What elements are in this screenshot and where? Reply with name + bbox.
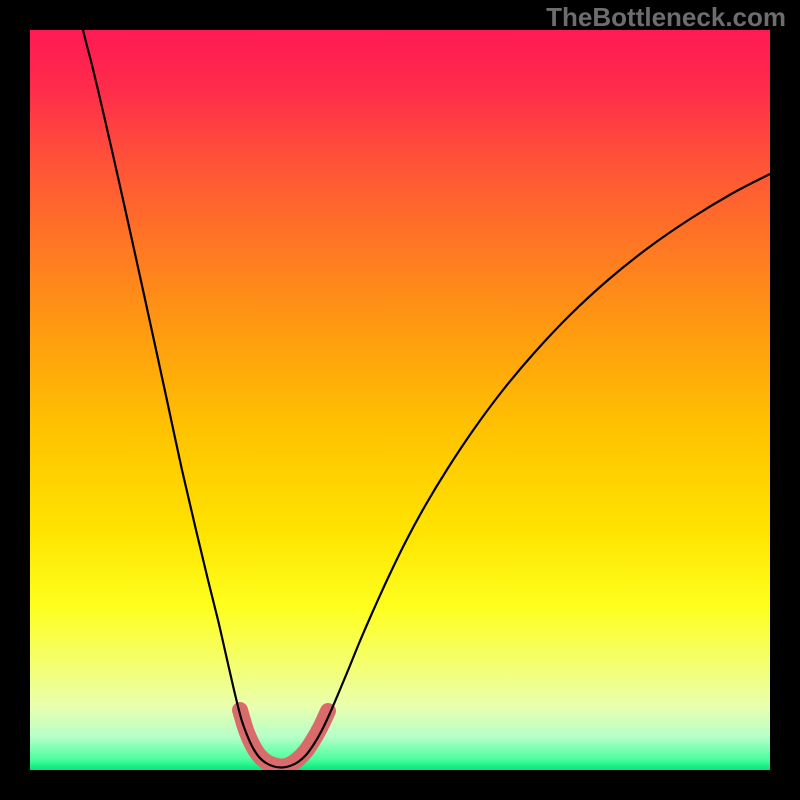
chart-container: TheBottleneck.com bbox=[0, 0, 800, 800]
gradient-background bbox=[30, 30, 770, 770]
plot-area bbox=[30, 30, 770, 770]
plot-svg bbox=[30, 30, 770, 770]
watermark-text: TheBottleneck.com bbox=[546, 2, 786, 33]
